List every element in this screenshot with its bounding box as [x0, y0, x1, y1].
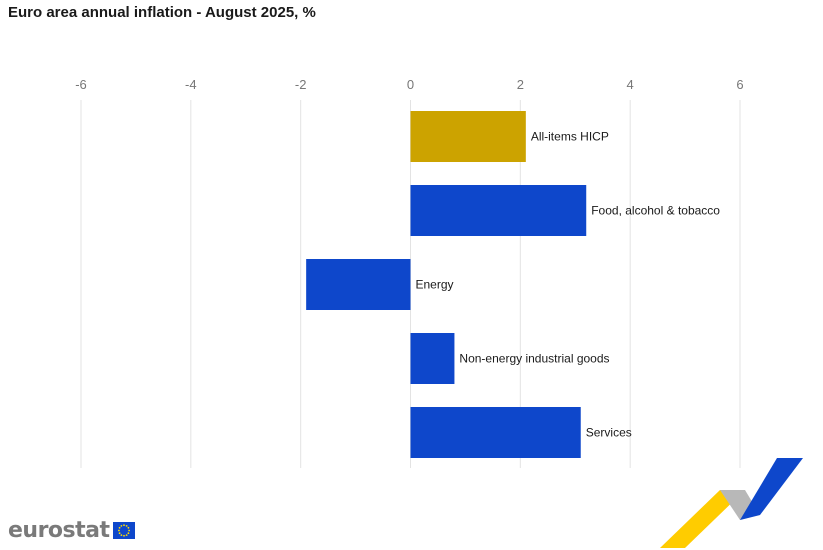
eu-flag-icon [112, 522, 135, 539]
x-tick-label: -4 [185, 77, 197, 92]
category-labels: All-items HICP Food, alcohol & tobacco Ene… [416, 130, 721, 440]
x-tick-label: -2 [295, 77, 307, 92]
decorative-ribbon-icon [660, 458, 803, 548]
bar [306, 259, 411, 310]
x-axis-ticks: -6 -4 -2 0 2 4 6 [75, 77, 743, 92]
bar [410, 333, 455, 384]
chart-title: Euro area annual inflation - August 2025… [8, 4, 316, 21]
x-tick-label: 0 [407, 77, 414, 92]
bars [306, 111, 587, 458]
bar [410, 185, 587, 236]
category-label: Energy [416, 278, 454, 292]
x-tick-label: 4 [627, 77, 634, 92]
category-label: Non-energy industrial goods [459, 352, 609, 366]
x-tick-label: 6 [736, 77, 743, 92]
bar [410, 407, 581, 458]
category-label: All-items HICP [531, 130, 609, 144]
x-tick-label: 2 [517, 77, 524, 92]
category-label: Food, alcohol & tobacco [591, 204, 720, 218]
bar [410, 111, 526, 162]
category-label: Services [586, 426, 632, 440]
eurostat-logo: eurostat [8, 518, 135, 543]
x-tick-label: -6 [75, 77, 87, 92]
logo-wordmark: eurostat [8, 518, 110, 543]
